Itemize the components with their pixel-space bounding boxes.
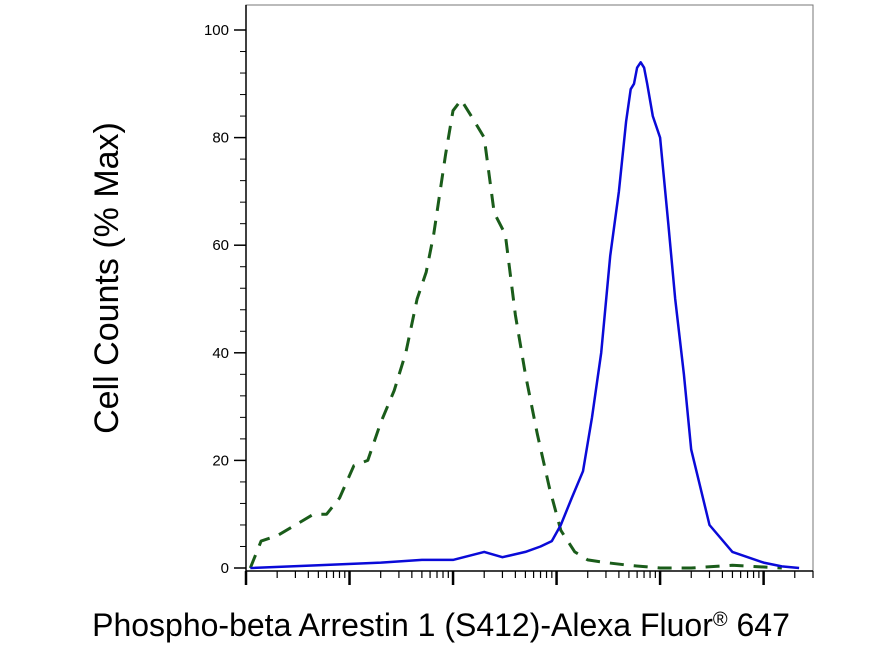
- series-solid-line: [250, 61, 800, 570]
- y-tick-label: 80: [212, 130, 229, 147]
- y-tick-label: 60: [212, 237, 229, 254]
- x-axis-title-main: Phospho-beta Arrestin 1 (S412)-Alexa Flu…: [92, 607, 713, 643]
- x-axis-title: Phospho-beta Arrestin 1 (S412)-Alexa Flu…: [92, 607, 790, 643]
- y-tick-label: 100: [204, 22, 229, 39]
- y-tick-label: 40: [212, 345, 229, 362]
- plot-frame: [245, 4, 814, 572]
- x-axis: [244, 570, 814, 585]
- y-tick-label: 0: [221, 560, 229, 577]
- series-layer: [248, 61, 800, 570]
- y-tick-label: 20: [212, 452, 229, 469]
- y-axis: 0 20 40 60 80 100: [204, 5, 247, 577]
- x-axis-title-superscript: ®: [713, 609, 728, 631]
- series-dashed-line: [248, 98, 782, 570]
- y-axis-title: Cell Counts (% Max): [88, 122, 126, 434]
- x-axis-title-suffix: 647: [728, 607, 790, 643]
